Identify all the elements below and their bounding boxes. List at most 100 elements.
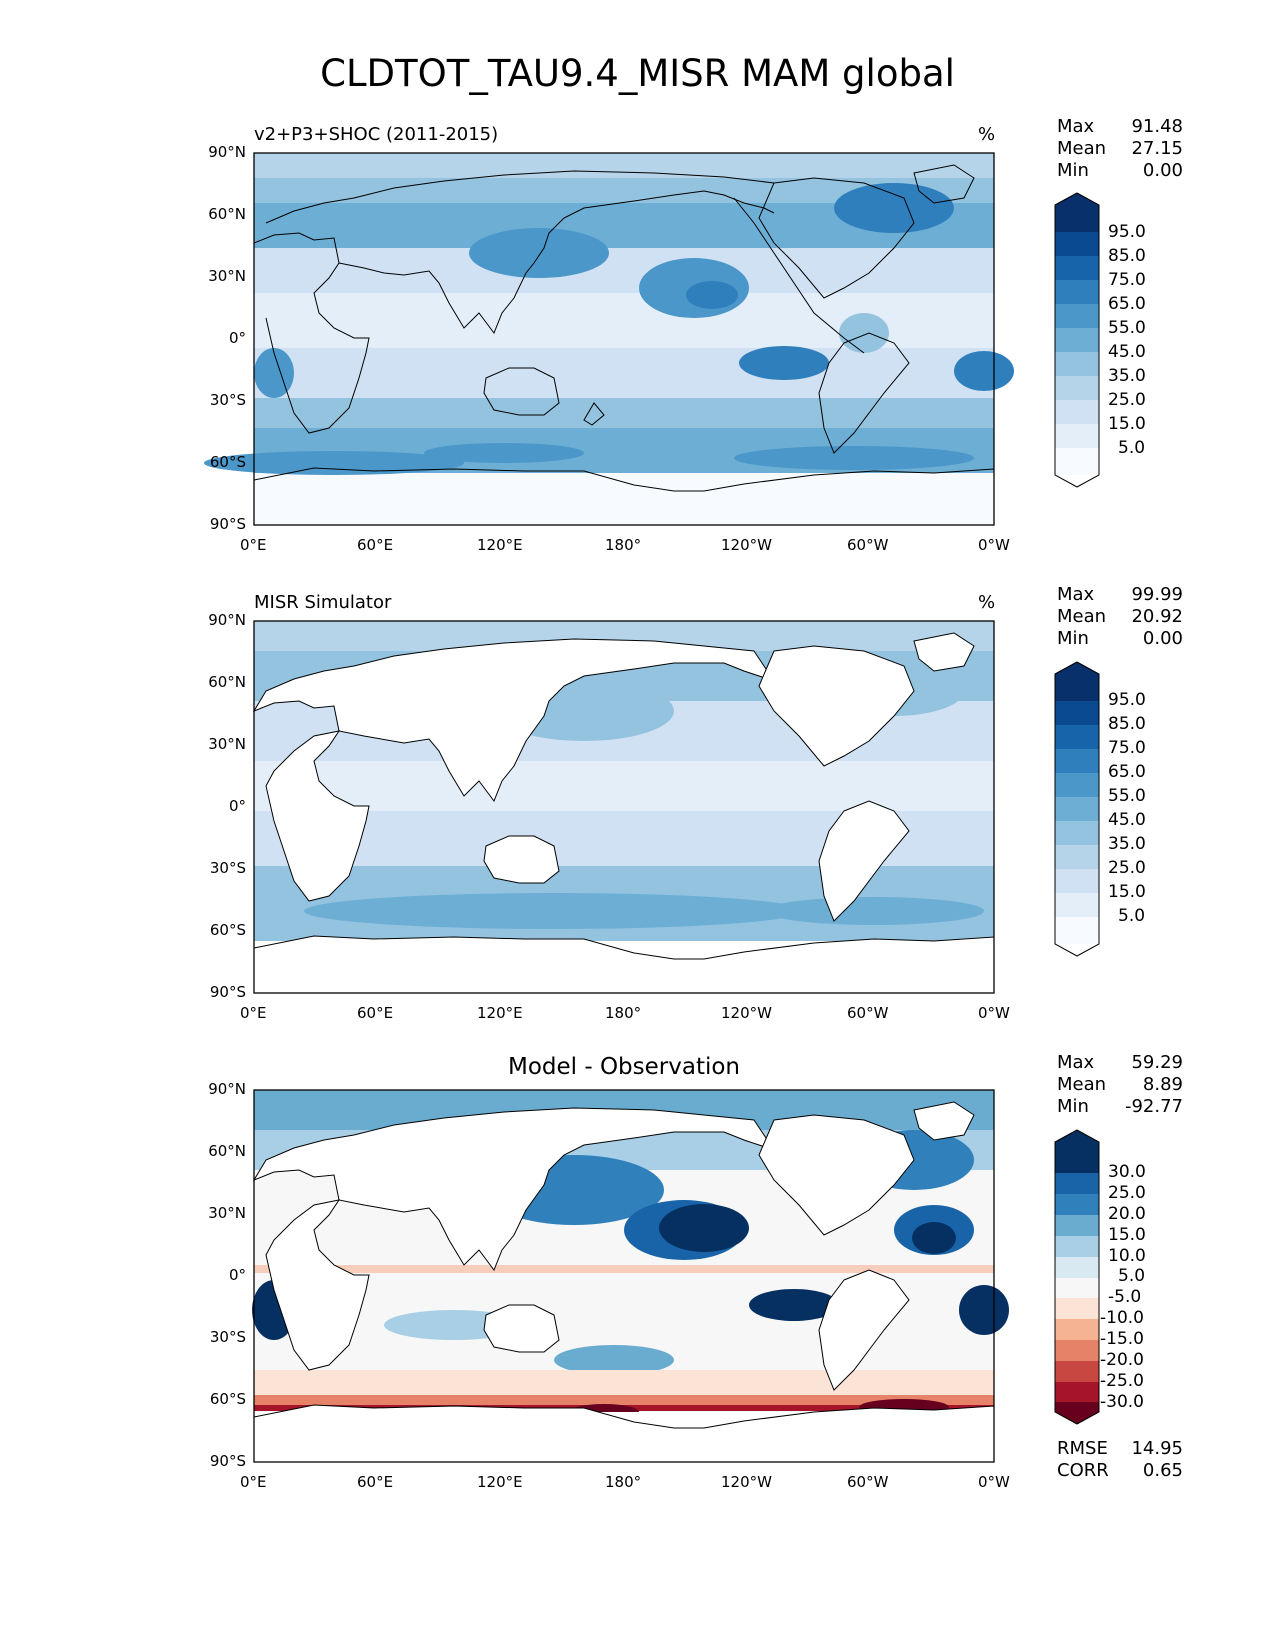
- colorbar-label: -10.0: [1100, 1308, 1144, 1328]
- stat-value-mean: 27.15: [1131, 138, 1183, 159]
- metric-value-rmse: 14.95: [1131, 1438, 1183, 1459]
- colorbar-label: 20.0: [1108, 1204, 1146, 1224]
- metric-label-corr: CORR: [1057, 1460, 1109, 1481]
- lon-tick: 120°E: [477, 536, 523, 554]
- lon-tick: 120°W: [721, 536, 772, 554]
- lon-tick: 120°W: [721, 1004, 772, 1022]
- stat-label-mean: Mean: [1057, 606, 1107, 627]
- stat-value-mean: 20.92: [1131, 606, 1183, 627]
- stat-label-mean: Mean: [1057, 1074, 1107, 1095]
- stat-label-max: Max: [1057, 116, 1095, 137]
- lon-tick: 60°E: [357, 1004, 394, 1022]
- lon-tick: 180°: [605, 1473, 642, 1491]
- land-mask: [252, 1101, 995, 1463]
- colorbar-label: 10.0: [1108, 1246, 1146, 1266]
- lat-tick: 60°S: [209, 1390, 246, 1408]
- lon-tick: 180°: [605, 536, 642, 554]
- lat-tick: 30°N: [208, 1204, 246, 1222]
- lat-tick: 90°S: [209, 983, 246, 1001]
- panel-title: Model - Observation: [507, 1054, 741, 1080]
- units-label: %: [978, 124, 996, 145]
- lat-tick: 90°S: [209, 515, 246, 533]
- lat-tick: 30°S: [209, 1328, 246, 1346]
- stat-label-mean: Mean: [1057, 138, 1107, 159]
- lat-tick: 30°S: [209, 859, 246, 877]
- colorbar-label: 5.0: [1118, 1266, 1146, 1286]
- colorbar-label: 85.0: [1108, 246, 1146, 266]
- colorbar-label: 5.0: [1118, 438, 1146, 458]
- colorbar-model: [1054, 192, 1100, 488]
- colorbar-label: 35.0: [1108, 366, 1146, 386]
- panel-title: MISR Simulator: [254, 592, 392, 613]
- colorbar-label: 30.0: [1108, 1162, 1146, 1182]
- lon-tick: 120°W: [721, 1473, 772, 1491]
- colorbar-label: 45.0: [1108, 810, 1146, 830]
- stat-label-min: Min: [1057, 628, 1089, 649]
- map-frame: [253, 620, 995, 994]
- map-frame: [253, 152, 995, 526]
- map-frame: [253, 1089, 995, 1463]
- metric-label-rmse: RMSE: [1057, 1438, 1108, 1459]
- stat-value-min: 0.00: [1142, 160, 1183, 181]
- lat-tick: 30°S: [209, 391, 246, 409]
- colorbar-label: 55.0: [1108, 786, 1146, 806]
- stat-label-max: Max: [1057, 584, 1095, 605]
- lat-tick: 0°: [228, 797, 246, 815]
- metric-value-corr: 0.65: [1142, 1460, 1183, 1481]
- lat-tick: 60°S: [209, 921, 246, 939]
- stat-label-max: Max: [1057, 1052, 1095, 1073]
- lat-tick: 90°N: [208, 143, 246, 161]
- lat-tick: 90°N: [208, 1080, 246, 1098]
- stat-value-max: 59.29: [1131, 1052, 1183, 1073]
- lon-tick: 60°W: [847, 1473, 889, 1491]
- lon-tick: 0°E: [240, 1004, 267, 1022]
- panel-title: v2+P3+SHOC (2011-2015): [254, 124, 499, 145]
- stat-value-min: -92.77: [1124, 1096, 1183, 1117]
- colorbar-label: 85.0: [1108, 714, 1146, 734]
- land-mask: [252, 632, 995, 994]
- colorbar-label: -20.0: [1100, 1350, 1144, 1370]
- colorbar-label: -5.0: [1108, 1287, 1142, 1307]
- colorbar-label: 25.0: [1108, 390, 1146, 410]
- lon-tick: 60°E: [357, 536, 394, 554]
- lat-tick: 30°N: [208, 267, 246, 285]
- colorbar-label: 35.0: [1108, 834, 1146, 854]
- colorbar-label: 15.0: [1108, 1225, 1146, 1245]
- lon-tick: 0°W: [978, 536, 1010, 554]
- colorbar-label: 65.0: [1108, 762, 1146, 782]
- colorbar-label: 45.0: [1108, 342, 1146, 362]
- lon-tick: 0°E: [240, 1473, 267, 1491]
- lat-tick: 90°N: [208, 611, 246, 629]
- stat-value-mean: 8.89: [1142, 1074, 1183, 1095]
- colorbar-observation: [1054, 661, 1100, 957]
- colorbar-label: 15.0: [1108, 882, 1146, 902]
- colorbar-label: 5.0: [1118, 906, 1146, 926]
- lon-tick: 0°W: [978, 1004, 1010, 1022]
- colorbar-label: 95.0: [1108, 222, 1146, 242]
- lat-tick: 60°N: [208, 673, 246, 691]
- stat-value-max: 99.99: [1131, 584, 1183, 605]
- map-model: [204, 152, 1014, 526]
- map-observation: [252, 620, 995, 994]
- colorbar-label: -30.0: [1100, 1392, 1144, 1412]
- lat-tick: 0°: [228, 1266, 246, 1284]
- colorbar-label: 65.0: [1108, 294, 1146, 314]
- lat-tick: 90°S: [209, 1452, 246, 1470]
- stat-value-min: 0.00: [1142, 628, 1183, 649]
- colorbar-label: 75.0: [1108, 738, 1146, 758]
- figure-title: CLDTOT_TAU9.4_MISR MAM global: [320, 52, 955, 95]
- lat-tick: 0°: [228, 329, 246, 347]
- lon-tick: 60°E: [357, 1473, 394, 1491]
- lat-tick: 30°N: [208, 735, 246, 753]
- colorbar-label: 75.0: [1108, 270, 1146, 290]
- field-model: [204, 153, 1014, 525]
- map-difference: [252, 1089, 1009, 1463]
- lat-tick: 60°S: [209, 453, 246, 471]
- colorbar-label: 15.0: [1108, 414, 1146, 434]
- colorbar-label: 25.0: [1108, 1183, 1146, 1203]
- stat-label-min: Min: [1057, 160, 1089, 181]
- colorbar-label: 55.0: [1108, 318, 1146, 338]
- lon-tick: 120°E: [477, 1473, 523, 1491]
- coastlines: [253, 164, 995, 492]
- colorbar-label: -15.0: [1100, 1329, 1144, 1349]
